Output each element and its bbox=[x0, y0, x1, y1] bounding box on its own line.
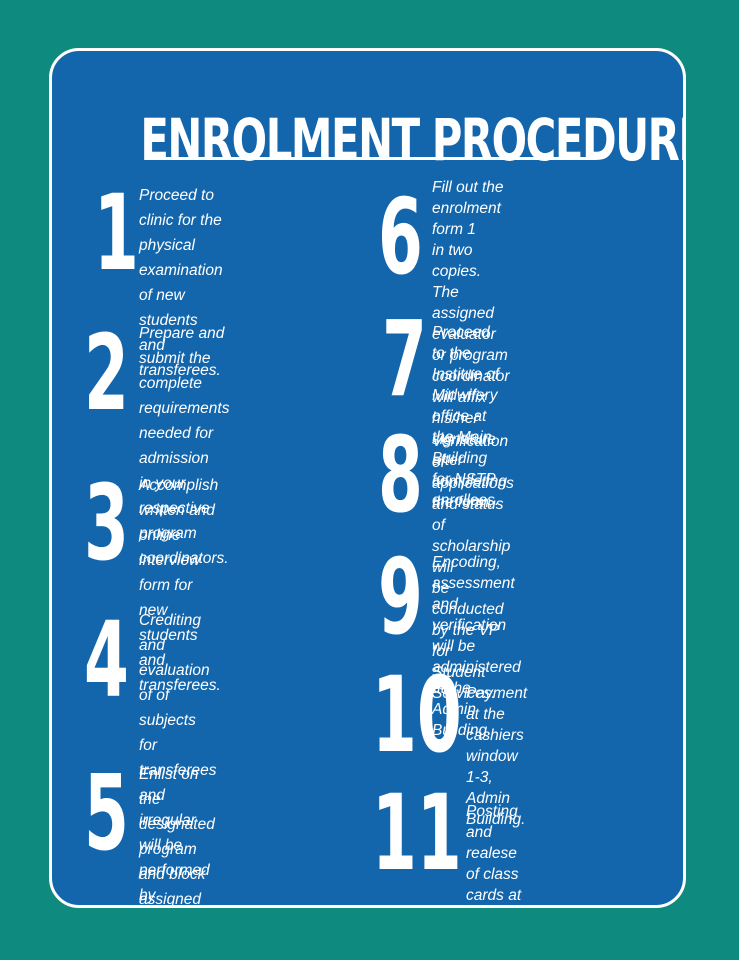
step-text: Encoding, assessment and verification wi… bbox=[432, 554, 521, 739]
step-text: Enlist on the designated program and blo… bbox=[139, 766, 215, 908]
step-number: 8 bbox=[378, 414, 423, 536]
step-number: 6 bbox=[378, 176, 423, 298]
step-number: 3 bbox=[84, 462, 129, 584]
step-number: 4 bbox=[84, 599, 129, 721]
page-title: ENROLMENT PROCEDURES bbox=[140, 106, 686, 174]
procedures-card: ENROLMENT PROCEDURES 1 Proceed to clinic… bbox=[49, 48, 686, 908]
step-text: Fill out the enrolment form 1 in two cop… bbox=[432, 179, 510, 511]
step-text: Accomplish written and online interview … bbox=[139, 477, 221, 694]
step-text: Proceed to the Institue of Midwifery off… bbox=[432, 324, 500, 509]
step-text: Prepare and submit the complete requirem… bbox=[139, 325, 230, 567]
step-number: 11 bbox=[372, 772, 462, 894]
step-text: Verification of applications and status … bbox=[432, 433, 514, 702]
step-text: Proceed to clinic for the physical exami… bbox=[139, 187, 223, 379]
step-number: 2 bbox=[84, 312, 129, 434]
step-text: Payment at the cashiers window 1-3, Admi… bbox=[466, 685, 528, 828]
step-number: 9 bbox=[378, 536, 423, 658]
step-number: 5 bbox=[84, 752, 129, 874]
step-text: Posting and realese of class cards at th… bbox=[466, 803, 522, 904]
step-number: 10 bbox=[372, 654, 462, 776]
step-number: 1 bbox=[94, 172, 139, 294]
step-number: 7 bbox=[382, 298, 427, 420]
step-text: Crediting and evaluation of of subjects … bbox=[139, 612, 217, 904]
title-divider bbox=[148, 157, 588, 160]
